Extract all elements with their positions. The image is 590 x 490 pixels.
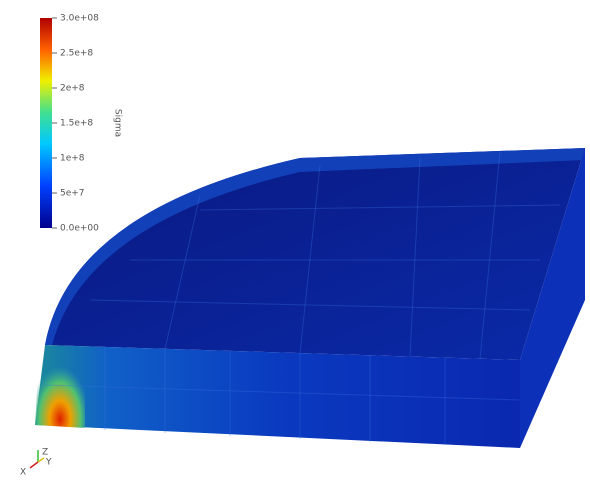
render-view: Sigma 3.0e+08 2.5e+8 2e+8 1.5e+8 1e+8 5e+7 0.0… xyxy=(0,0,590,486)
tick-label: 1e+8 xyxy=(60,154,85,164)
axis-label: Z xyxy=(42,448,48,458)
tick-label: 2.5e+8 xyxy=(60,49,93,59)
axes-triad: Z X Y xyxy=(20,448,52,478)
top-surface xyxy=(45,148,585,360)
tick-label: 2e+8 xyxy=(60,84,85,94)
colorbar: Sigma 3.0e+08 2.5e+8 2e+8 1.5e+8 1e+8 5e+7 0.0… xyxy=(40,14,123,234)
axis-label: X xyxy=(20,468,26,478)
model xyxy=(35,148,585,448)
tick-label: 5e+7 xyxy=(60,189,85,199)
tick-label: 1.5e+8 xyxy=(60,119,93,129)
colorbar-title: Sigma xyxy=(113,109,123,137)
axis-label: Y xyxy=(45,458,52,468)
front-face xyxy=(35,345,520,448)
tick-label: 0.0e+00 xyxy=(60,224,99,234)
hot-spot xyxy=(35,340,85,428)
colorbar-ramp xyxy=(40,18,52,228)
tick-label: 3.0e+08 xyxy=(60,14,99,24)
